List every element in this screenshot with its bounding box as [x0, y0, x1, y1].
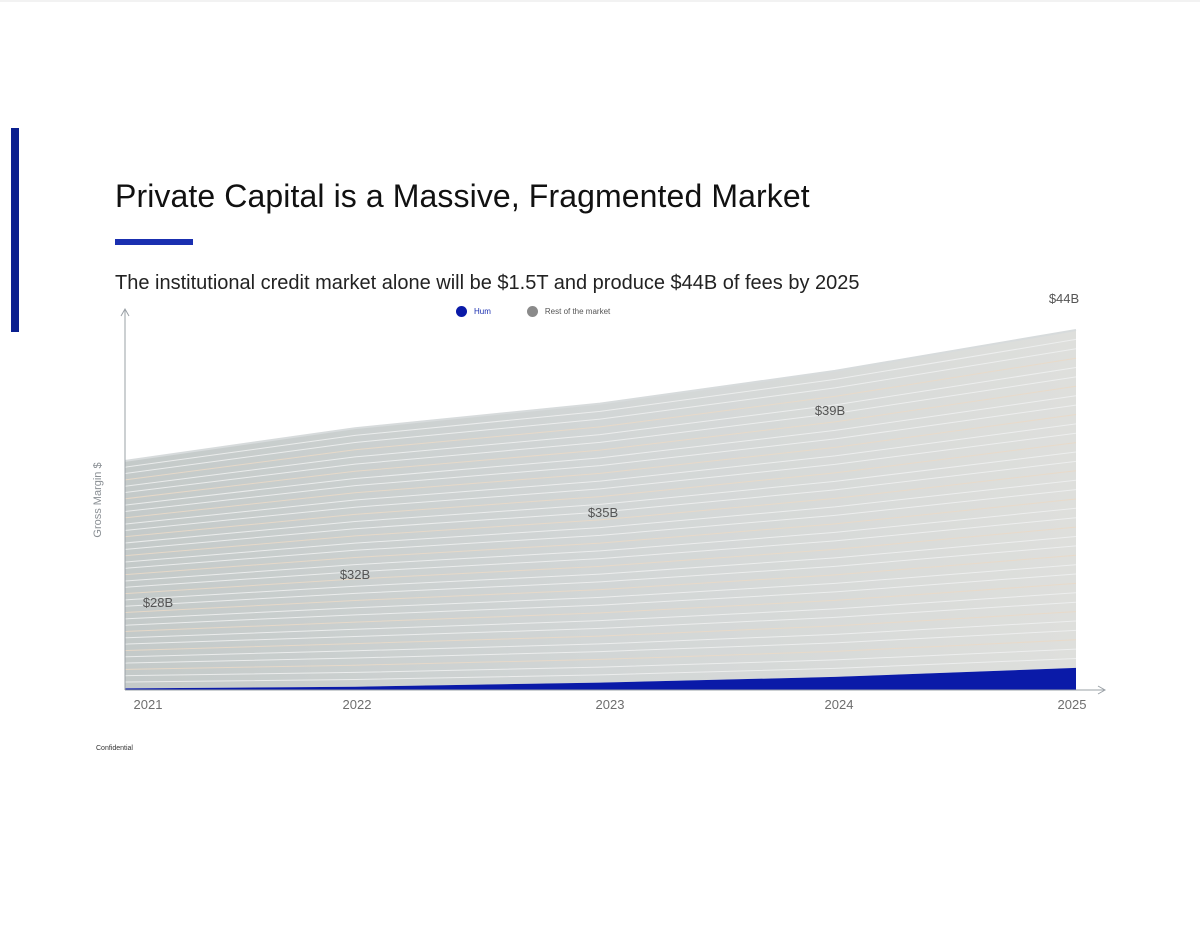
rest-strand-line [124, 554, 1077, 613]
legend-swatch-hum [456, 306, 467, 317]
rest-strand-line [124, 648, 1077, 677]
rest-strand-line [124, 338, 1077, 468]
data-label: $28B [143, 595, 173, 610]
series-area-hum [125, 667, 1076, 690]
x-tick-label: 2024 [825, 697, 854, 712]
rest-strand-line [124, 526, 1077, 595]
footer-confidential: Confidential [96, 745, 133, 752]
rest-strand-line [124, 432, 1077, 531]
rest-strand-line [124, 507, 1077, 582]
x-axis-arrow [1097, 685, 1107, 695]
rest-strand-line [124, 367, 1077, 487]
data-label: $39B [815, 403, 845, 418]
title-underline [115, 239, 193, 245]
rest-strand-line [124, 348, 1077, 474]
legend-label-rest: Rest of the market [544, 307, 611, 316]
accent-bar [11, 128, 19, 332]
x-tick-label: 2025 [1058, 697, 1087, 712]
rest-strand-line [124, 517, 1077, 588]
rest-strand-line [124, 470, 1077, 557]
rest-strand-line [124, 592, 1077, 639]
rest-strand-line [124, 357, 1077, 481]
slide-title: Private Capital is a Massive, Fragmented… [115, 178, 810, 214]
rest-strand-line [124, 423, 1077, 525]
slide-subtitle: The institutional credit market alone wi… [115, 272, 860, 294]
rest-strand-line [124, 658, 1077, 683]
rest-strand-line [124, 460, 1077, 550]
rest-strand-line [124, 536, 1077, 601]
data-label: $32B [340, 567, 370, 582]
rest-strand-line [124, 479, 1077, 563]
x-tick-label: 2023 [596, 697, 625, 712]
data-label: $44B [1049, 291, 1079, 306]
y-axis-arrow [120, 307, 130, 317]
legend-item-hum: Hum [456, 306, 491, 317]
rest-strand-line [124, 376, 1077, 493]
data-label: $35B [588, 505, 618, 520]
rest-strand-line [124, 639, 1077, 670]
rest-strand-line [124, 620, 1077, 658]
series-line-total [124, 329, 1077, 462]
legend-label-hum: Hum [474, 307, 491, 316]
rest-strand-line [124, 404, 1077, 512]
rest-strand-line [124, 385, 1077, 500]
rest-strand-line [124, 451, 1077, 544]
rest-strand-line [124, 395, 1077, 506]
rest-strand-line [124, 573, 1077, 626]
series-area-rest-of-market [125, 330, 1076, 689]
y-axis-label: Gross Margin $ [92, 462, 104, 537]
rest-strand-line [124, 564, 1077, 620]
x-tick-label: 2022 [343, 697, 372, 712]
rest-strand-line [124, 442, 1077, 538]
rest-strand-line [124, 414, 1077, 519]
legend-item-rest: Rest of the market [526, 306, 611, 317]
x-tick-label: 2021 [134, 697, 163, 712]
rest-strand-line [124, 629, 1077, 664]
rest-of-market-strands [124, 338, 1077, 683]
rest-strand-line [124, 582, 1077, 632]
chart-legend: Hum Rest of the market [456, 306, 610, 317]
rest-strand-line [124, 611, 1077, 651]
legend-swatch-rest [526, 306, 538, 317]
rest-strand-line [124, 489, 1077, 569]
top-rule [0, 0, 1200, 2]
rest-strand-line [124, 498, 1077, 576]
rest-strand-line [124, 601, 1077, 645]
rest-strand-line [124, 545, 1077, 607]
